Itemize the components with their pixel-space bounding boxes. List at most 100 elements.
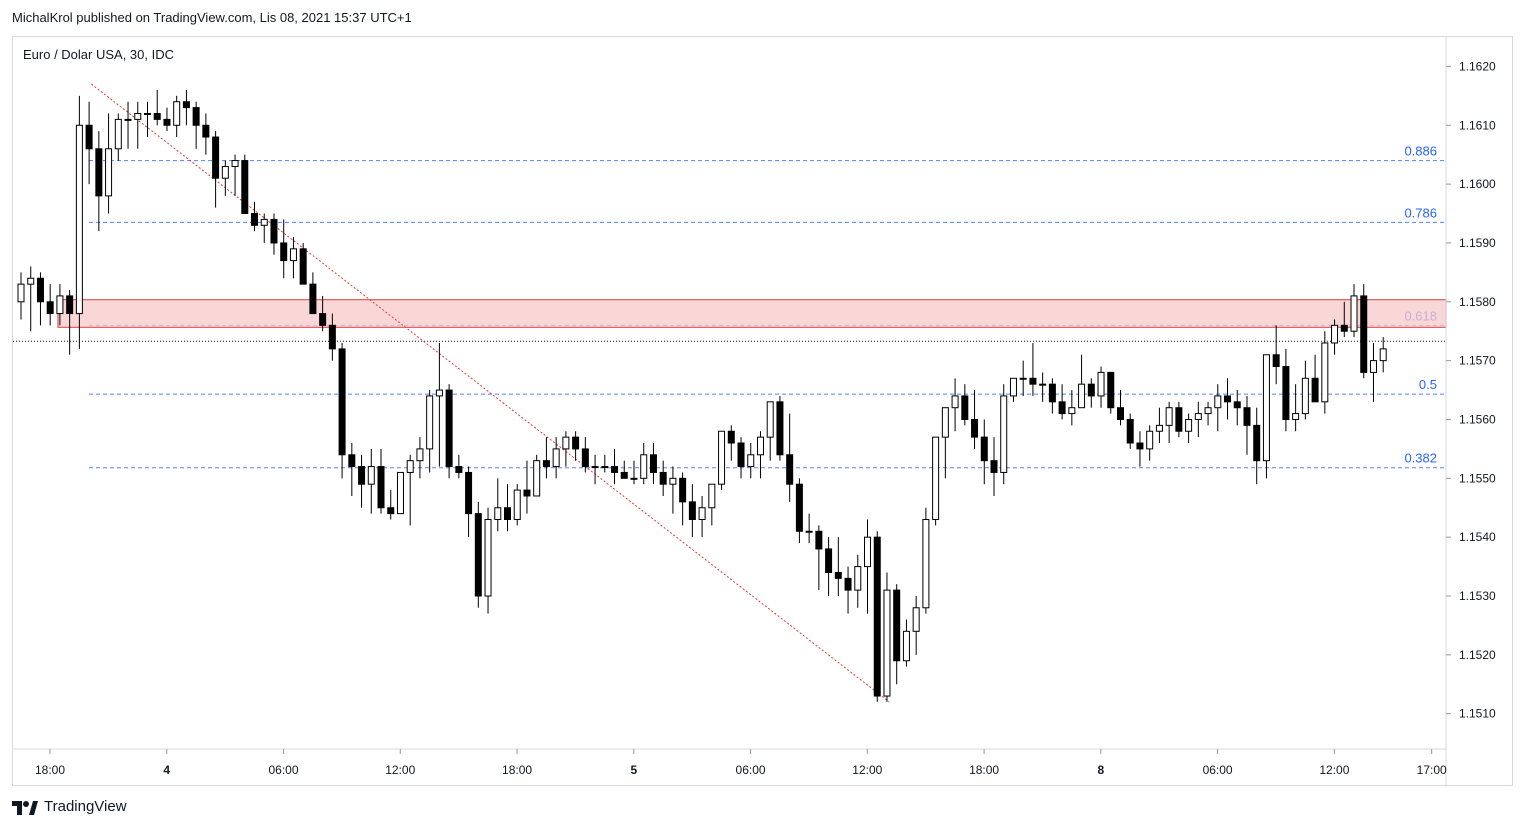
candle-body — [581, 448, 589, 468]
candle-body — [406, 460, 414, 473]
candle-body — [1350, 295, 1358, 332]
time-tick-label: 06:00 — [1203, 763, 1233, 777]
publish-info: MichalKrol published on TradingView.com,… — [12, 10, 412, 25]
candle-body — [766, 401, 774, 438]
candle-body — [46, 301, 54, 315]
candle — [601, 454, 609, 473]
candle — [202, 113, 210, 155]
candle — [1233, 390, 1241, 426]
candle — [873, 531, 881, 702]
chart-title: Euro / Dolar USA, 30, IDC — [23, 47, 174, 62]
candle-body — [289, 248, 297, 262]
price-tick-label: 1.1550 — [1459, 471, 1496, 485]
candle — [1019, 360, 1027, 396]
candle — [1379, 337, 1387, 373]
candle-body — [1243, 407, 1251, 426]
candle-body — [552, 448, 560, 468]
candle-body — [912, 607, 920, 632]
candle-body — [1321, 342, 1329, 403]
candle — [1253, 407, 1261, 485]
candle — [1224, 378, 1232, 420]
candle — [212, 131, 220, 208]
candle — [1165, 401, 1173, 444]
candle — [1000, 384, 1008, 485]
candle-body — [825, 548, 833, 573]
candle — [56, 284, 64, 326]
fib-level-label: 0.5 — [1419, 377, 1437, 392]
fib-level-label: 0.382 — [1404, 451, 1437, 466]
candle-body — [786, 454, 794, 485]
candle-body — [1146, 430, 1154, 450]
candle-body — [309, 283, 317, 315]
candle-body — [260, 218, 268, 226]
candle — [105, 113, 113, 214]
candle-body — [591, 466, 599, 469]
candle — [912, 596, 920, 655]
time-tick-label: 4 — [163, 763, 170, 777]
price-tick-label: 1.1620 — [1459, 59, 1496, 73]
candle — [620, 460, 628, 479]
candle-body — [163, 118, 171, 126]
candle — [659, 460, 667, 496]
candle-body — [1116, 407, 1124, 420]
candle — [1311, 354, 1319, 403]
time-tick-label: 5 — [630, 763, 637, 777]
candle — [854, 554, 862, 608]
candle — [815, 525, 823, 591]
candle — [1009, 377, 1017, 402]
candle-body — [474, 513, 482, 597]
candle-body — [795, 483, 803, 532]
candle-body — [75, 124, 83, 315]
candle — [95, 131, 103, 232]
candle-body — [971, 418, 979, 438]
footer-brand[interactable]: TradingView — [12, 798, 127, 815]
candle — [1194, 401, 1202, 438]
candle — [17, 272, 25, 320]
price-tick-label: 1.1610 — [1459, 118, 1496, 132]
candle-body — [902, 630, 910, 662]
price-tick-label: 1.1540 — [1459, 530, 1496, 544]
tradingview-logo-icon — [12, 800, 38, 815]
candle-body — [95, 148, 103, 197]
candle — [795, 478, 803, 544]
candle — [786, 413, 794, 502]
candle — [932, 436, 940, 526]
candle — [679, 472, 687, 526]
candle-body — [85, 124, 93, 150]
candle — [163, 107, 171, 132]
candle-body — [844, 577, 852, 591]
candle — [1146, 425, 1154, 461]
candle-body — [1029, 377, 1037, 385]
candle-body — [455, 466, 463, 473]
candle — [494, 478, 502, 532]
candle-body — [221, 165, 229, 179]
candle — [1048, 378, 1056, 414]
candle-body — [1107, 371, 1115, 409]
candle-body — [1224, 395, 1232, 403]
candle — [173, 95, 181, 138]
candle-body — [270, 218, 278, 244]
price-tick-label: 1.1590 — [1459, 236, 1496, 250]
candle-body — [737, 442, 745, 468]
candle — [941, 407, 949, 479]
candle — [805, 513, 813, 544]
candle-body — [435, 389, 443, 397]
candle-body — [1379, 348, 1387, 362]
candle-body — [630, 477, 638, 480]
candle-body — [1360, 295, 1368, 373]
candle-body — [620, 471, 628, 479]
candle-body — [484, 519, 492, 597]
candle — [1214, 384, 1222, 432]
candle-body — [815, 530, 823, 550]
price-tick-label: 1.1530 — [1459, 589, 1496, 603]
candle-body — [864, 536, 872, 568]
candle-body — [1204, 407, 1212, 415]
candle — [1272, 325, 1280, 385]
candle-body — [640, 454, 648, 479]
candle — [134, 101, 142, 149]
candle-body — [445, 389, 453, 468]
candle — [66, 290, 74, 355]
candle — [124, 101, 132, 149]
